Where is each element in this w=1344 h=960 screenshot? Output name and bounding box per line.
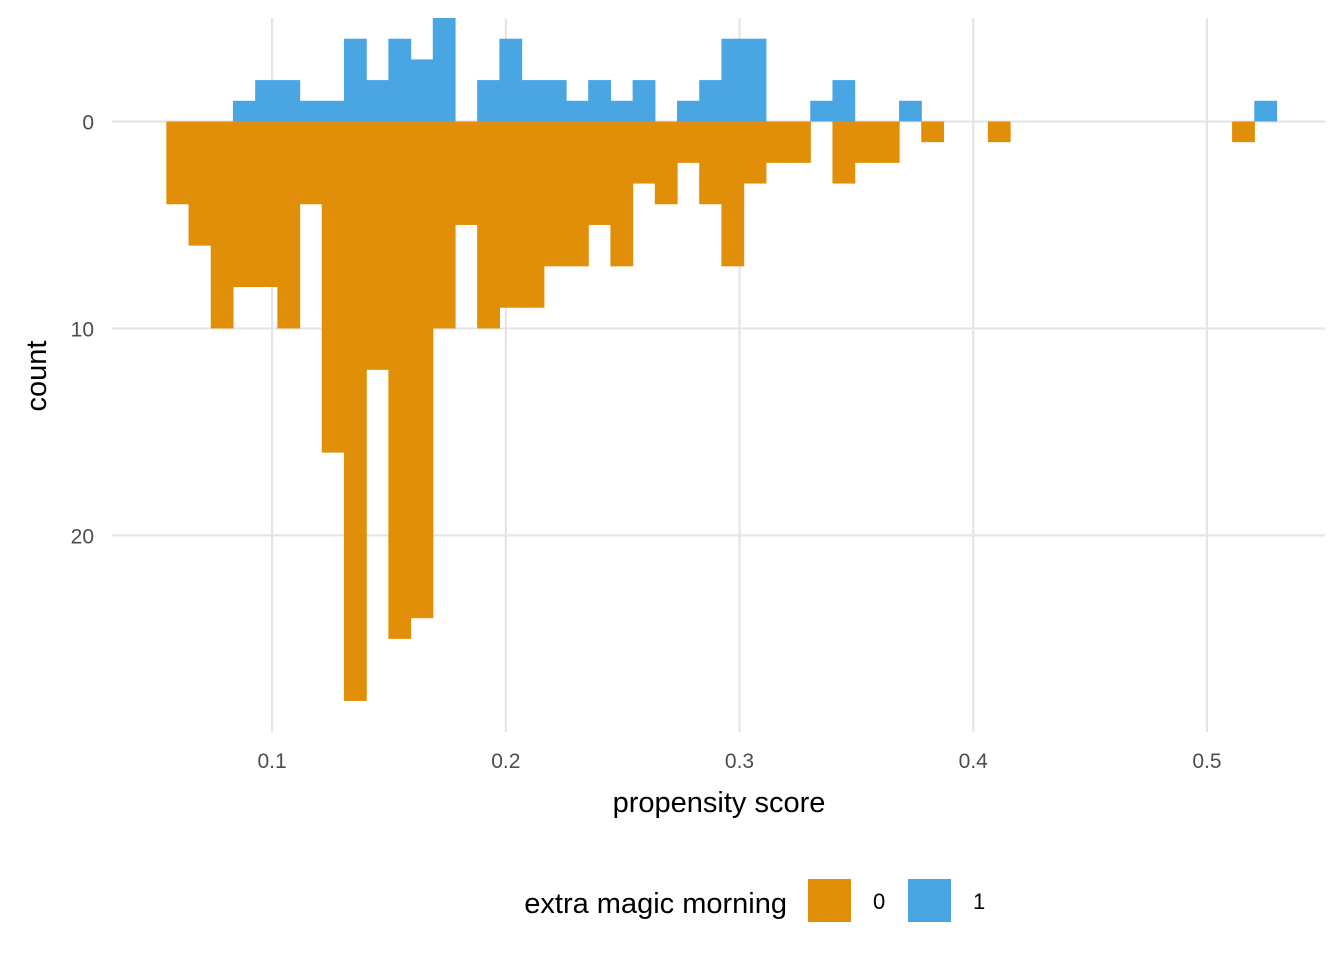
bar-group-0: [277, 121, 301, 329]
x-tick-label: 0.2: [491, 750, 520, 773]
bar-group-1: [899, 100, 922, 122]
bar-group-1: [588, 80, 612, 122]
bar-group-0: [343, 121, 367, 701]
bar-group-0: [854, 121, 878, 163]
bar-group-0: [921, 121, 945, 143]
bar-group-1: [410, 59, 434, 122]
bar-group-0: [521, 121, 545, 308]
bar-group-0: [454, 121, 478, 225]
bar-group-0: [477, 121, 500, 329]
bar-group-1: [699, 80, 723, 122]
bar-group-1: [232, 100, 256, 122]
legend-swatch-0: [808, 879, 851, 922]
bar-group-0: [188, 121, 212, 246]
bar-group-0: [388, 121, 412, 639]
bar-group-1: [677, 100, 700, 122]
bar-group-1: [565, 100, 589, 122]
bar-group-1: [343, 38, 367, 122]
bar-group-0: [588, 121, 612, 225]
x-tick-label: 0.1: [257, 750, 286, 773]
bar-group-1: [610, 100, 634, 122]
bar-group-1: [366, 80, 389, 122]
legend-title: extra magic morning: [524, 888, 787, 920]
bar-group-0: [699, 121, 723, 205]
bar-group-1: [388, 38, 412, 122]
bar-group-1: [1254, 100, 1278, 122]
x-axis-title: propensity score: [613, 787, 826, 819]
bar-group-1: [477, 80, 500, 122]
bar-group-0: [255, 121, 278, 288]
x-tick-label: 0.5: [1192, 750, 1221, 773]
bar-group-1: [255, 80, 278, 122]
bar-group-0: [765, 121, 789, 163]
bar-group-1: [432, 18, 456, 122]
legend: extra magic morning 0 1: [524, 879, 985, 922]
bar-group-0: [432, 121, 456, 329]
bar-group-1: [721, 38, 745, 122]
bar-group-0: [366, 121, 389, 370]
bar-group-0: [499, 121, 523, 308]
x-tick-labels: 0.1 0.2 0.3 0.4 0.5: [257, 750, 1221, 773]
bar-group-0: [654, 121, 678, 205]
y-axis-title: count: [21, 341, 53, 412]
x-tick-label: 0.3: [725, 750, 754, 773]
bar-group-0: [876, 121, 900, 163]
bar-group-0: [299, 121, 323, 205]
histogram-bars: [166, 18, 1278, 701]
legend-label-0: 0: [873, 889, 885, 914]
x-tick-label: 0.4: [959, 750, 989, 773]
y-tick-label: 0: [82, 111, 94, 134]
bar-group-0: [721, 121, 745, 267]
bar-group-1: [632, 80, 656, 122]
legend-swatch-1: [908, 879, 951, 922]
y-tick-label: 10: [71, 318, 94, 341]
bar-group-0: [166, 121, 190, 205]
bar-group-0: [610, 121, 634, 267]
bar-group-0: [410, 121, 434, 619]
bar-group-0: [210, 121, 234, 329]
bar-group-1: [499, 38, 523, 122]
bar-group-1: [810, 100, 834, 122]
y-tick-labels: 0 10 20: [71, 111, 94, 548]
bar-group-0: [232, 121, 256, 288]
bar-group-1: [321, 100, 345, 122]
bar-group-1: [832, 80, 856, 122]
legend-label-1: 1: [973, 889, 985, 914]
y-tick-label: 20: [71, 525, 94, 548]
bar-group-1: [543, 80, 567, 122]
bar-group-0: [321, 121, 345, 453]
bar-group-0: [1232, 121, 1255, 143]
bar-group-0: [632, 121, 656, 184]
bar-group-0: [788, 121, 811, 163]
bar-group-0: [543, 121, 567, 267]
bar-group-0: [743, 121, 767, 184]
bar-group-0: [987, 121, 1011, 143]
bar-group-0: [565, 121, 589, 267]
bar-group-0: [832, 121, 856, 184]
bar-group-1: [299, 100, 323, 122]
bar-group-1: [743, 38, 767, 122]
bar-group-1: [277, 80, 301, 122]
bar-group-0: [677, 121, 700, 163]
bar-group-1: [521, 80, 545, 122]
